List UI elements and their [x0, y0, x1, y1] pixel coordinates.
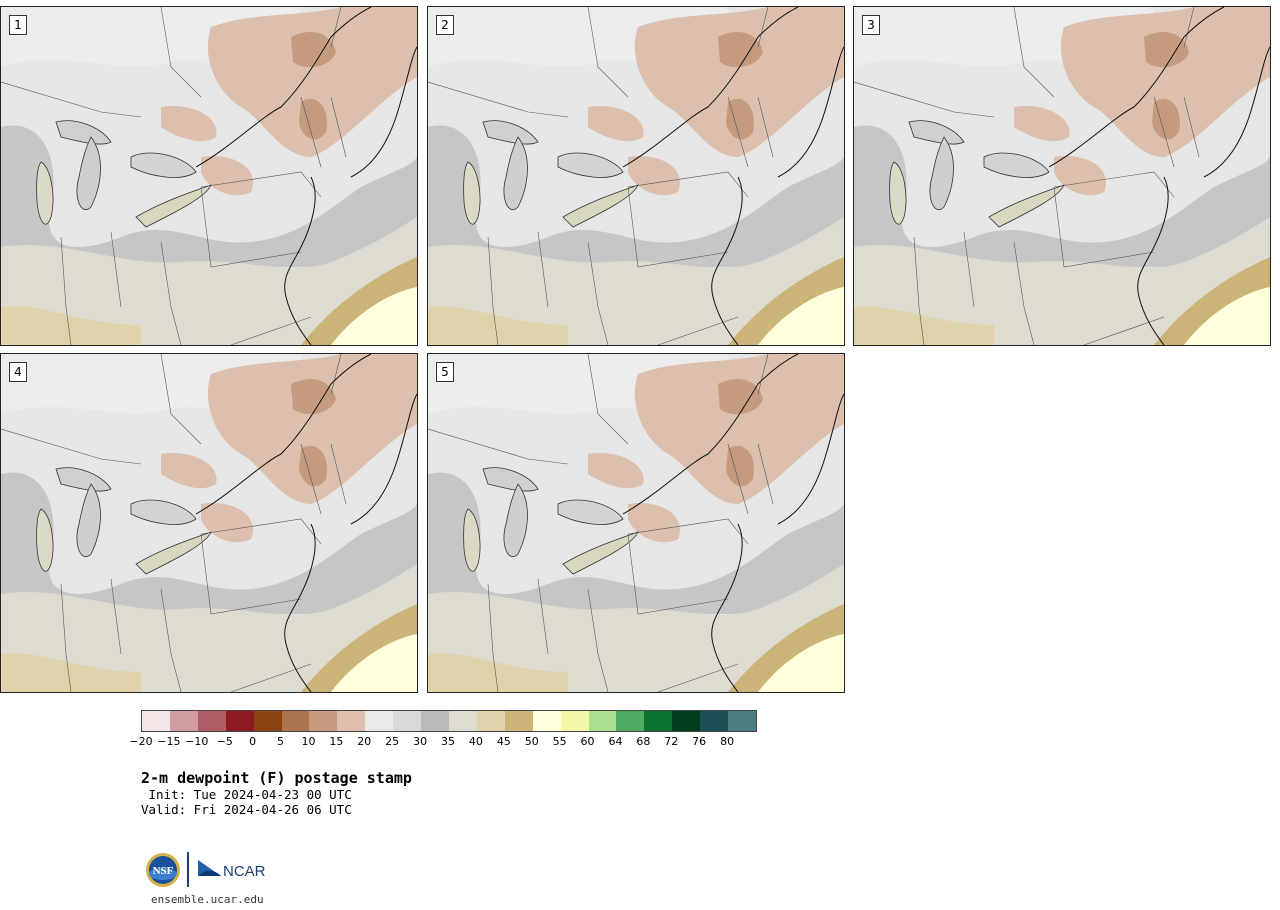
- colorbar-tick-label: 76: [692, 735, 707, 748]
- colorbar-tick-label: 72: [664, 735, 679, 748]
- colorbar-swatch: [504, 711, 533, 731]
- map-panel-4: 4: [0, 353, 418, 693]
- colorbar-swatch: [476, 711, 505, 731]
- colorbar-tick-label: −5: [216, 735, 233, 748]
- colorbar-swatch: [169, 711, 198, 731]
- panel-number-label: 4: [9, 362, 27, 382]
- panel-number-label: 3: [862, 15, 880, 35]
- colorbar-swatch: [672, 711, 701, 731]
- colorbar-tick-label: −20: [129, 735, 153, 748]
- colorbar-tick-label: 5: [277, 735, 285, 748]
- colorbar-tick-label: 40: [468, 735, 483, 748]
- map-panel-5: 5: [427, 353, 845, 693]
- colorbar-tick-label: 68: [636, 735, 651, 748]
- colorbar-swatch: [309, 711, 338, 731]
- nsf-logo-text: NSF: [153, 865, 174, 877]
- ncar-logo-text: NCAR: [223, 863, 266, 880]
- colorbar-tick-label: 15: [329, 735, 344, 748]
- colorbar: [141, 710, 757, 732]
- colorbar-tick-label: 30: [413, 735, 428, 748]
- colorbar-tick-label: −15: [157, 735, 181, 748]
- chart-title: 2-m dewpoint (F) postage stamp: [141, 769, 412, 787]
- colorbar-swatch: [365, 711, 394, 731]
- dewpoint-map-4: [1, 354, 417, 692]
- colorbar-swatch: [588, 711, 617, 731]
- colorbar-tick-label: 20: [357, 735, 372, 748]
- colorbar-swatch: [448, 711, 477, 731]
- nsf-logo-icon: NSF: [145, 852, 181, 892]
- dewpoint-map-5: [428, 354, 844, 692]
- colorbar-swatch: [142, 711, 170, 731]
- map-panel-3: 3: [853, 6, 1271, 346]
- panel-number-label: 2: [436, 15, 454, 35]
- colorbar-swatch: [393, 711, 422, 731]
- colorbar-tick-label: −10: [185, 735, 209, 748]
- map-panel-2: 2: [427, 6, 845, 346]
- colorbar-tick-label: 0: [249, 735, 257, 748]
- colorbar-swatch: [281, 711, 310, 731]
- colorbar-tick-label: 80: [720, 735, 735, 748]
- panel-number-label: 5: [436, 362, 454, 382]
- colorbar-swatch: [225, 711, 254, 731]
- colorbar-swatch: [560, 711, 589, 731]
- colorbar-tick-label: 60: [580, 735, 595, 748]
- colorbar-swatch: [728, 711, 756, 731]
- colorbar-ticks: −20 −15 −10 −5 0 5 10 15 20 25 30 35 40 45 50 55 60 64 68 7…: [129, 735, 755, 749]
- colorbar-tick-label: 10: [301, 735, 316, 748]
- panel-number-label: 1: [9, 15, 27, 35]
- colorbar-tick-label: 45: [496, 735, 511, 748]
- dewpoint-map-1: [1, 7, 417, 345]
- valid-time: Valid: Fri 2024-04-26 06 UTC: [141, 802, 352, 817]
- logo-divider: [187, 852, 189, 887]
- colorbar-tick-label: 64: [608, 735, 623, 748]
- colorbar-tick-label: 55: [552, 735, 567, 748]
- colorbar-swatch: [421, 711, 449, 731]
- colorbar-swatch: [532, 711, 561, 731]
- colorbar-tick-label: 35: [441, 735, 455, 748]
- footer-url: ensemble.ucar.edu: [151, 893, 264, 906]
- colorbar-tick-label: 25: [385, 735, 400, 748]
- colorbar-swatch: [197, 711, 226, 731]
- colorbar-swatch: [253, 711, 282, 731]
- colorbar-swatch: [337, 711, 366, 731]
- colorbar-swatch: [616, 711, 645, 731]
- colorbar-tick-label: 50: [524, 735, 539, 748]
- colorbar-swatch: [700, 711, 729, 731]
- colorbar-swatch: [644, 711, 673, 731]
- dewpoint-map-3: [854, 7, 1270, 345]
- dewpoint-map-2: [428, 7, 844, 345]
- map-panel-1: 1: [0, 6, 418, 346]
- init-time: Init: Tue 2024-04-23 00 UTC: [141, 787, 352, 802]
- ncar-logo-icon: NCAR: [197, 856, 273, 886]
